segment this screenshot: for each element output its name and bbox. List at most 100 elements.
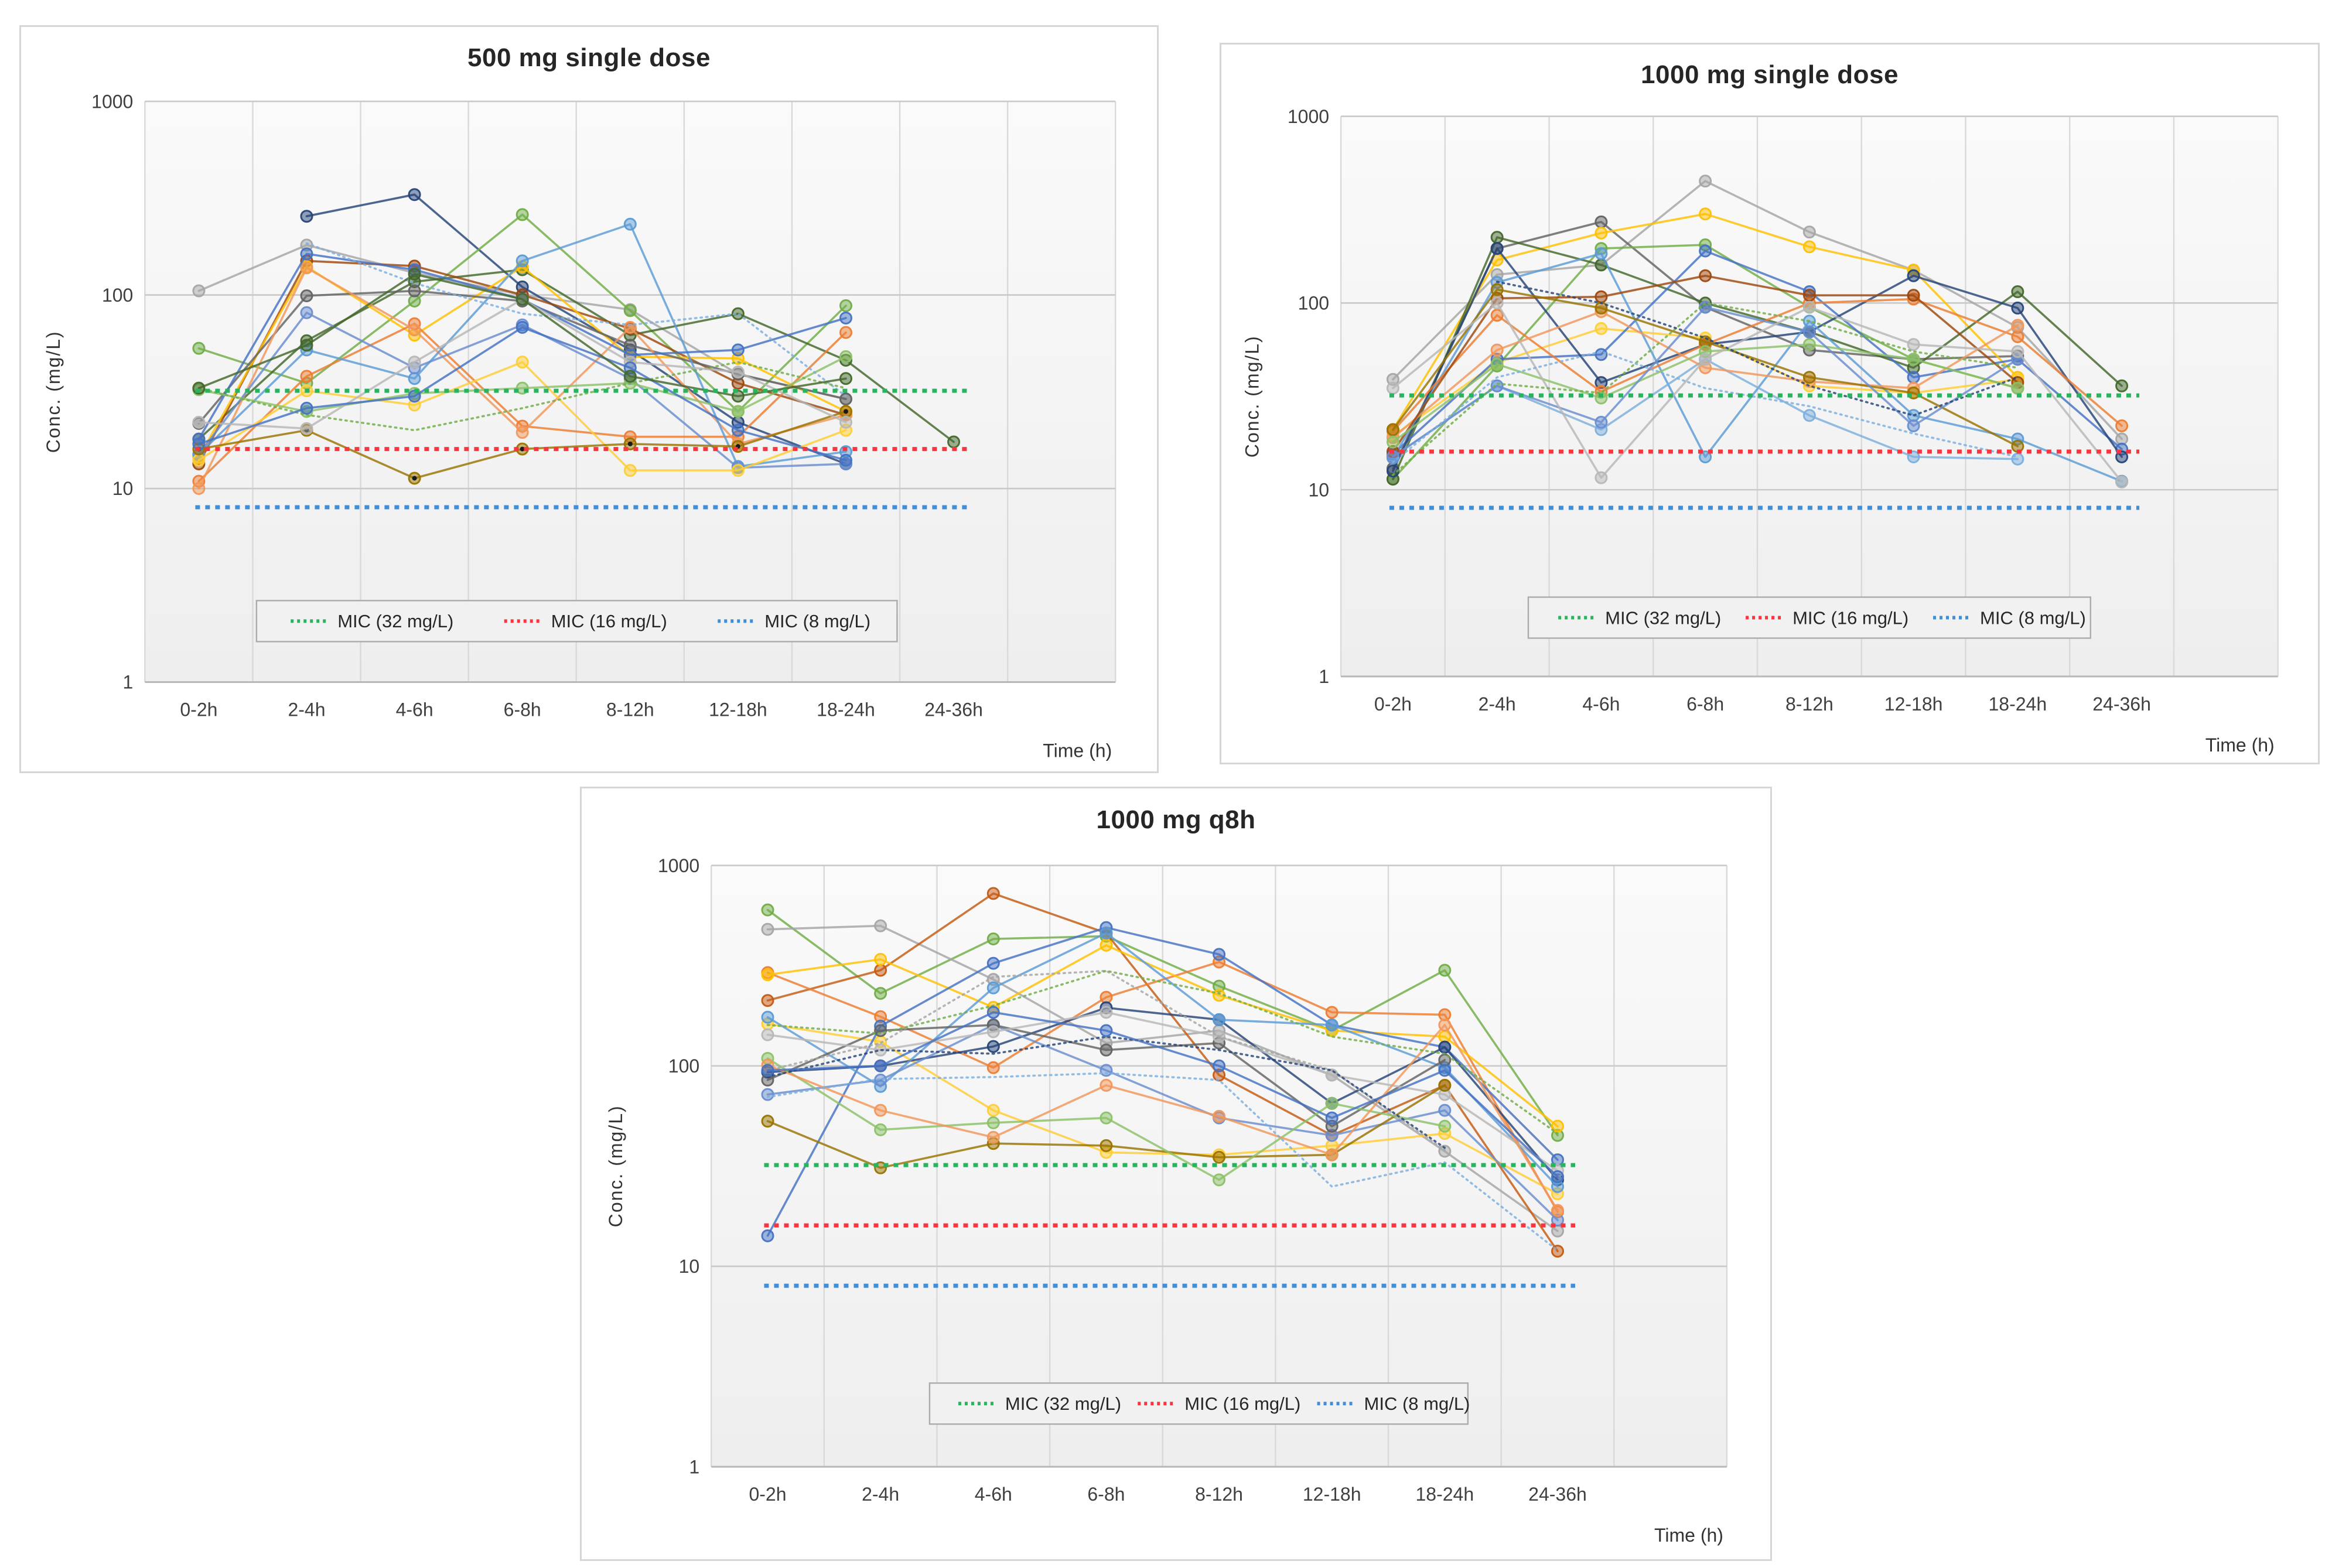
svg-text:6-8h: 6-8h (504, 699, 541, 720)
svg-text:10: 10 (112, 478, 134, 499)
data-point (1907, 419, 1920, 432)
data-point (1213, 1059, 1226, 1072)
data-point (1490, 242, 1504, 255)
data-point (408, 372, 421, 385)
data-point (408, 188, 421, 201)
data-point (1595, 226, 1608, 240)
data-point (2011, 345, 2024, 358)
data-point (874, 986, 887, 1000)
data-point (1213, 1109, 1226, 1123)
data-point (2011, 319, 2024, 332)
data-point (515, 426, 529, 439)
series-line-patient-17 (1392, 302, 2123, 483)
data-point (515, 208, 529, 221)
data-point (515, 292, 529, 306)
svg-text:18-24h: 18-24h (1989, 694, 2047, 715)
data-point (1100, 990, 1113, 1004)
data-point (1490, 309, 1504, 322)
data-point (1802, 371, 1816, 384)
data-point (192, 415, 206, 429)
data-point (1213, 1173, 1226, 1187)
data-point (1490, 231, 1504, 244)
svg-text:18-24h: 18-24h (1416, 1484, 1474, 1505)
series-line-patient-01 (766, 908, 1559, 1137)
data-point (947, 435, 961, 449)
y-axis-title: Conc. (mg/L) (43, 330, 64, 453)
svg-text:1: 1 (689, 1456, 699, 1477)
data-point (839, 372, 852, 385)
data-point (1325, 1006, 1339, 1019)
data-point (1595, 247, 1608, 260)
data-point (192, 284, 206, 298)
series-line-patient-20 (766, 1011, 1559, 1178)
data-point (623, 217, 637, 231)
data-point (731, 307, 745, 320)
data-point (1907, 289, 1920, 302)
chart-title: 1000 mg q8h (1096, 805, 1256, 834)
data-point (986, 956, 1000, 970)
data-point (986, 1006, 1000, 1019)
data-point (1802, 300, 1816, 314)
axis-labels: 1 10 100 1000 0-2h 2-4h 4-6h 6-8h 8-12h 12-18h 18-… (1242, 106, 2275, 756)
series-line-patient-19 (1496, 281, 2019, 417)
data-point (2011, 301, 2024, 315)
data-point (1907, 371, 1920, 384)
series-line-patient-02 (766, 924, 1559, 1232)
svg-text:4-6h: 4-6h (396, 699, 433, 720)
data-point (1325, 1018, 1339, 1031)
data-point (986, 887, 1000, 900)
data-point (2115, 475, 2129, 488)
data-point (1100, 1024, 1113, 1037)
data-point (1699, 450, 1712, 463)
data-point (1100, 1064, 1113, 1077)
svg-text:1: 1 (1319, 666, 1329, 687)
legend-label: MIC (32 mg/L) (337, 611, 453, 631)
data-point (761, 1064, 774, 1077)
x-axis-title: Time (h) (2205, 735, 2275, 756)
y-axis-title: Conc. (mg/L) (1242, 335, 1263, 457)
data-point (300, 289, 313, 303)
data-point (839, 392, 852, 406)
data-point (1802, 409, 1816, 422)
legend: MIC (32 mg/L) MIC (16 mg/L) MIC (8 mg/L) (255, 600, 898, 643)
data-point (408, 268, 421, 281)
data-point (1699, 269, 1712, 282)
series-line-patient-05 (766, 944, 1559, 1128)
data-point (2115, 450, 2129, 463)
chart-canvas-1000mg: 1 10 100 1000 0-2h 2-4h 4-6h 6-8h 8-12h 12-18h 18-… (1221, 45, 2318, 763)
data-point (1802, 325, 1816, 339)
data-point (1699, 175, 1712, 188)
svg-text:100: 100 (102, 285, 133, 306)
data-point (986, 1104, 1000, 1117)
data-point (1595, 215, 1608, 228)
data-point (300, 370, 313, 383)
data-point (1213, 1150, 1226, 1164)
svg-text:1000: 1000 (658, 855, 699, 876)
data-point (1551, 1119, 1564, 1133)
axis-labels: 1 10 100 1000 0-2h 2-4h 4-6h 6-8h 8-12h 12-18h 18-… (43, 91, 1112, 761)
data-point (1386, 423, 1399, 436)
data-point (1907, 269, 1920, 282)
data-point (1490, 343, 1504, 357)
chart-canvas-1000mg-q8h: 1 10 100 1000 0-2h 2-4h 4-6h 6-8h 8-12h 12-18h 18-… (582, 788, 1770, 1559)
data-point (1213, 948, 1226, 961)
data-point (1438, 964, 1452, 977)
data-point (1386, 381, 1399, 395)
svg-text:24-36h: 24-36h (1528, 1484, 1587, 1505)
data-point (839, 350, 852, 363)
axis-labels: 1 10 100 1000 0-2h 2-4h 4-6h 6-8h 8-12h 12-18h 18-… (605, 855, 1723, 1546)
data-point (761, 968, 774, 982)
data-point-center (843, 409, 848, 414)
data-point (731, 464, 745, 477)
data-point (986, 1061, 1000, 1074)
legend-label: MIC (16 mg/L) (551, 611, 667, 631)
data-point (1595, 290, 1608, 303)
svg-text:6-8h: 6-8h (1087, 1484, 1125, 1505)
svg-text:100: 100 (1298, 293, 1329, 314)
data-point (874, 919, 887, 932)
data-point-center (520, 446, 525, 452)
data-point (839, 299, 852, 312)
series-line-patient-11 (1392, 298, 2123, 432)
svg-text:1: 1 (123, 672, 134, 693)
